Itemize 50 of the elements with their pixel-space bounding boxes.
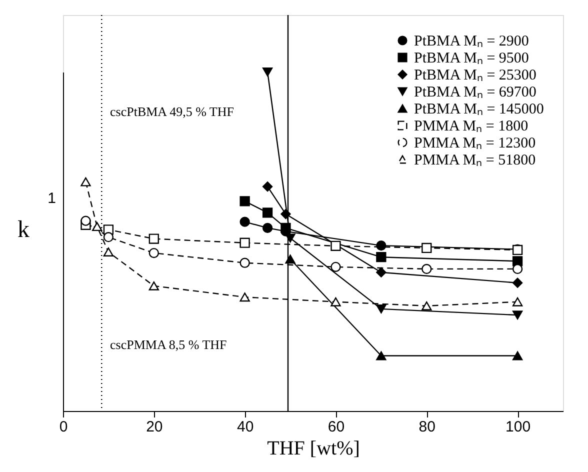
text: 1 <box>48 190 56 207</box>
point <box>512 297 523 306</box>
point <box>376 304 386 314</box>
point <box>512 310 523 320</box>
point <box>148 234 159 244</box>
annotation: cscPMMA 8,5 % THF <box>110 337 227 352</box>
point <box>512 278 523 288</box>
x-tick-label: 60 <box>328 418 345 436</box>
legend-label: PMMA Mₙ = 12300 <box>414 136 536 152</box>
point <box>262 208 273 218</box>
point <box>80 177 91 186</box>
point <box>262 182 273 192</box>
point <box>376 252 386 262</box>
point <box>376 267 386 278</box>
x-tick-label: 80 <box>418 418 436 436</box>
x-tick-label: 40 <box>236 418 254 436</box>
point <box>240 216 250 227</box>
x-tick-label: 100 <box>506 418 531 436</box>
point <box>376 351 386 360</box>
point <box>240 238 250 248</box>
y-axis-title: k <box>18 217 30 243</box>
point <box>376 240 386 251</box>
legend-label: PtBMA Mₙ = 69700 <box>414 84 536 100</box>
x-tick-label: 20 <box>146 418 163 436</box>
x-tick-label: 0 <box>59 418 68 436</box>
point <box>92 222 102 232</box>
point <box>240 196 250 206</box>
point <box>422 301 432 310</box>
point <box>148 281 159 290</box>
point <box>330 297 341 306</box>
legend-label: PtBMA Mₙ = 2900 <box>414 34 529 50</box>
legend-label: PMMA Mₙ = 1800 <box>414 118 528 134</box>
point <box>240 292 250 302</box>
point <box>330 240 341 251</box>
point <box>512 351 523 360</box>
point <box>262 68 273 76</box>
annotation: cscPtBMA 49,5 % THF <box>110 104 234 119</box>
legend-label: PMMA Mₙ = 51800 <box>414 152 536 168</box>
x-axis-title: THF [wt%] <box>267 438 360 460</box>
point <box>280 208 291 220</box>
point <box>262 222 273 234</box>
legend-label: PtBMA Mₙ = 25300 <box>414 68 536 84</box>
legend-label: PtBMA Mₙ = 145000 <box>414 102 544 118</box>
legend-label: PtBMA Mₙ = 9500 <box>414 50 529 66</box>
point <box>422 242 432 254</box>
point <box>285 254 296 264</box>
point <box>285 234 296 243</box>
point <box>103 248 114 256</box>
point <box>280 222 291 234</box>
point <box>80 216 91 226</box>
